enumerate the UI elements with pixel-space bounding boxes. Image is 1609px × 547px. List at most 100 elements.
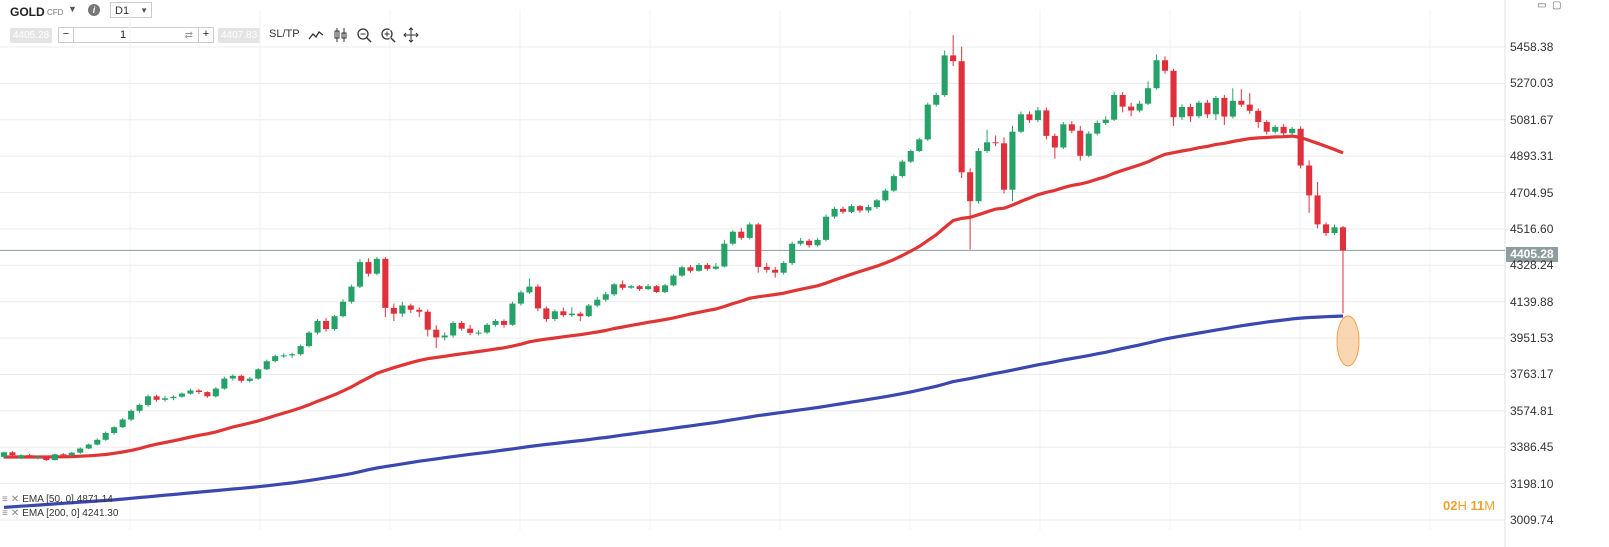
minimize-icon[interactable]: ▭ xyxy=(1537,0,1547,11)
chart-toolbar: GOLD CFD ▼ i D1 ▼ 4405.28 − 1 ⇄ + 4407.83… xyxy=(0,0,700,50)
candle-body xyxy=(670,275,677,286)
candle-body xyxy=(1221,97,1228,117)
candle-body xyxy=(1195,102,1202,117)
y-tick-label: 3386.45 xyxy=(1510,440,1554,455)
candle-body xyxy=(890,176,897,191)
candle-body xyxy=(916,139,923,151)
ema50-line xyxy=(4,134,1344,459)
candle-body xyxy=(221,378,228,389)
candle-body xyxy=(280,355,287,357)
candle-body xyxy=(111,427,118,433)
candle-body xyxy=(1102,119,1109,123)
candle-body xyxy=(1212,97,1219,115)
y-tick-label: 4139.88 xyxy=(1510,294,1554,309)
candle-body xyxy=(814,239,821,246)
candle-body xyxy=(967,172,974,202)
candle-body xyxy=(1246,104,1253,111)
candle-body xyxy=(450,322,457,336)
quantity-stepper[interactable]: − 1 ⇄ + xyxy=(58,27,214,43)
candle-body xyxy=(1162,60,1169,71)
candle-body xyxy=(373,258,380,274)
candle-body xyxy=(984,142,991,151)
symbol-label[interactable]: GOLD xyxy=(10,5,45,19)
candle-body xyxy=(1145,88,1152,104)
candle-body xyxy=(1255,110,1262,122)
decrease-button[interactable]: − xyxy=(59,27,74,43)
candle-body xyxy=(365,262,372,274)
candle-body xyxy=(1263,122,1270,132)
candlestick-icon[interactable] xyxy=(333,27,349,43)
candle-body xyxy=(306,332,313,347)
legend-menu-icon[interactable]: ≡ xyxy=(2,508,8,519)
candle-body xyxy=(729,231,736,244)
candle-body xyxy=(1306,165,1313,196)
candle-body xyxy=(501,321,508,325)
candle-body xyxy=(51,454,58,461)
quantity-value[interactable]: 1 xyxy=(119,29,127,41)
candle-body xyxy=(85,444,92,449)
info-icon[interactable]: i xyxy=(88,4,100,16)
zoom-out-icon[interactable] xyxy=(356,27,372,43)
candle-body xyxy=(848,206,855,212)
candle-body xyxy=(594,299,601,306)
indicator-label: EMA [50, 0] 4871.14 xyxy=(22,494,113,505)
legend-menu-icon[interactable]: ≡ xyxy=(2,494,8,505)
close-icon[interactable]: ✕ xyxy=(10,508,20,519)
candle-body xyxy=(1009,131,1016,190)
indicator-legend-ema50[interactable]: ≡ ✕ EMA [50, 0] 4871.14 xyxy=(2,494,113,505)
candle-body xyxy=(873,200,880,208)
candle-body xyxy=(958,61,965,173)
candle-body xyxy=(602,294,609,300)
zoom-in-icon[interactable] xyxy=(380,27,396,43)
candle-body xyxy=(1085,133,1092,156)
candle-body xyxy=(195,390,202,392)
candle-body xyxy=(382,258,389,308)
buy-price-button[interactable]: 4407.83 xyxy=(218,28,261,43)
candle-body xyxy=(238,375,245,381)
sltp-button[interactable]: SL/TP xyxy=(269,28,300,40)
candle-body xyxy=(1111,95,1118,120)
maximize-icon[interactable]: ▢ xyxy=(1552,0,1562,11)
candle-body xyxy=(297,346,304,355)
increase-button[interactable]: + xyxy=(198,27,213,43)
indicator-legend-ema200[interactable]: ≡ ✕ EMA [200, 0] 4241.30 xyxy=(2,508,118,519)
candle-body xyxy=(1034,110,1041,121)
y-tick-label: 4893.31 xyxy=(1510,149,1554,164)
candle-body xyxy=(467,328,474,333)
candle-body xyxy=(1331,227,1338,234)
candle-body xyxy=(356,262,363,287)
candle-body xyxy=(170,396,177,399)
candle-body xyxy=(1297,128,1304,166)
candle-body xyxy=(568,313,575,316)
candle-body xyxy=(492,321,499,325)
candle-body xyxy=(1339,227,1346,251)
swap-icon[interactable]: ⇄ xyxy=(184,30,193,41)
candle-body xyxy=(1280,126,1287,134)
candle-body xyxy=(424,311,431,330)
candle-body xyxy=(611,284,618,295)
candle-body xyxy=(1204,102,1211,115)
candle-body xyxy=(831,208,838,217)
candle-body xyxy=(1119,95,1126,107)
y-tick-label: 5081.67 xyxy=(1510,112,1554,127)
close-icon[interactable]: ✕ xyxy=(10,494,20,505)
candle-body xyxy=(882,190,889,201)
candle-body xyxy=(94,439,101,445)
countdown-minutes: 11 xyxy=(1470,498,1485,513)
candle-body xyxy=(1323,224,1330,234)
line-chart-icon[interactable] xyxy=(308,27,324,43)
move-icon[interactable] xyxy=(403,27,419,43)
candle-body xyxy=(789,243,796,263)
chevron-down-icon[interactable]: ▼ xyxy=(68,4,77,14)
candle-body xyxy=(314,321,321,333)
timeframe-select[interactable]: D1 ▼ xyxy=(110,2,152,18)
candle-body xyxy=(331,316,338,330)
sell-price-button[interactable]: 4405.28 xyxy=(10,28,53,43)
candle-body xyxy=(636,286,643,290)
candle-body xyxy=(678,267,685,276)
candle-body xyxy=(1051,135,1058,148)
candle-body xyxy=(1187,107,1194,117)
candle-body xyxy=(1229,100,1236,117)
candle-body xyxy=(1026,114,1033,121)
